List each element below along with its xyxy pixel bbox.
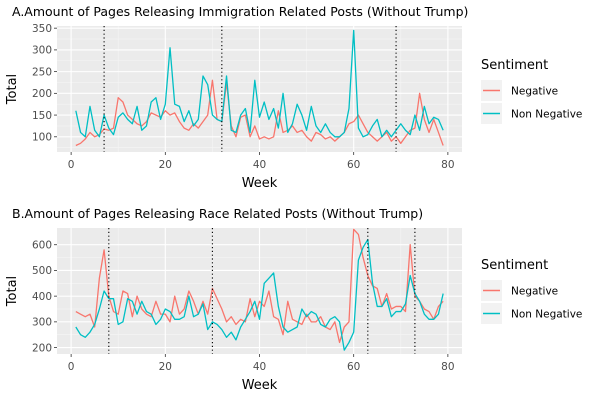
x-tick-label: 0 [68, 361, 75, 373]
y-tick-label: 300 [32, 45, 52, 57]
y-tick-label: 200 [32, 88, 52, 100]
y-axis-title: Total [5, 276, 20, 307]
x-tick-label: 20 [159, 361, 172, 373]
legend-title: Sentiment [481, 258, 548, 273]
y-tick-label: 300 [32, 317, 52, 329]
x-tick-label: 0 [68, 159, 75, 171]
y-tick-label: 600 [32, 240, 52, 252]
x-axis-title: Week [242, 176, 278, 191]
legend-label: Non Negative [511, 109, 582, 121]
y-tick-label: 100 [32, 132, 52, 144]
legend-label: Negative [511, 86, 558, 98]
legend: Sentiment Negative Non Negative [481, 258, 582, 324]
series-line-non-negative [75, 29, 444, 138]
chart-title: A.Amount of Pages Releasing Immigration … [12, 4, 468, 19]
legend: Sentiment Negative Non Negative [481, 58, 582, 124]
x-tick-label: 80 [441, 361, 454, 373]
y-tick-label: 500 [32, 265, 52, 277]
x-tick-label: 40 [253, 361, 266, 373]
x-tick-label: 80 [441, 159, 454, 171]
legend-title: Sentiment [481, 58, 548, 73]
y-tick-label: 250 [32, 66, 52, 78]
x-tick-label: 60 [347, 159, 360, 171]
y-axis-title: Total [5, 74, 20, 105]
legend-label: Negative [511, 286, 558, 298]
x-tick-label: 60 [347, 361, 360, 373]
series-line-non-negative [75, 238, 444, 351]
chart-title: B.Amount of Pages Releasing Race Related… [12, 206, 423, 221]
y-tick-label: 400 [32, 291, 52, 303]
x-tick-label: 20 [159, 159, 172, 171]
chart-panel-a: A.Amount of Pages Releasing Immigration … [5, 4, 582, 191]
y-tick-label: 350 [32, 23, 52, 35]
x-tick-label: 40 [253, 159, 266, 171]
x-axis-title: Week [242, 378, 278, 393]
y-tick-label: 200 [32, 342, 52, 354]
legend-label: Non Negative [511, 309, 582, 321]
chart-panel-b: B.Amount of Pages Releasing Race Related… [5, 206, 582, 393]
y-tick-label: 150 [32, 110, 52, 122]
